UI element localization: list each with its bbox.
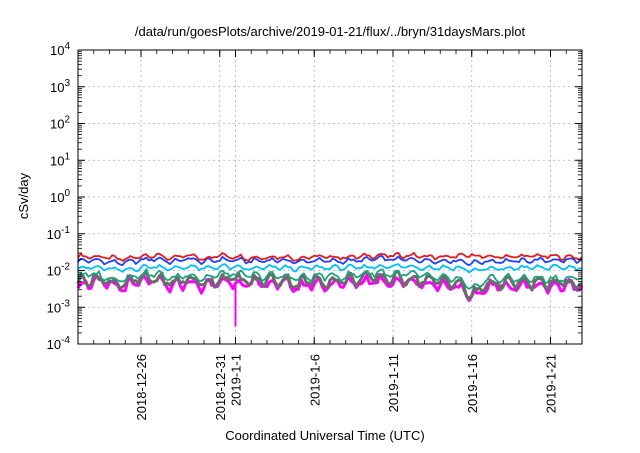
y-tick-label: 103 [50,78,70,95]
series-line [77,263,583,274]
plot-frame [77,49,583,345]
y-tick-exponent: -4 [61,335,70,346]
series-line [77,268,583,290]
y-tick-label: 100 [50,188,70,205]
series-layer [76,251,584,327]
y-tick-base: 10 [47,300,61,315]
x-axis-label: Coordinated Universal Time (UTC) [225,428,424,443]
x-tick-label: 2018-12-31 [213,354,228,421]
y-tick-exponent: -1 [61,225,70,236]
y-tick-exponent: 0 [64,188,70,199]
y-tick-label: 10-3 [47,298,71,315]
y-tick-base: 10 [50,153,64,168]
y-tick-base: 10 [50,190,64,205]
y-tick-base: 10 [47,337,61,352]
x-tick-label: 2019-1-21 [544,354,559,413]
y-tick-base: 10 [50,80,64,95]
y-tick-exponent: -2 [61,262,70,273]
y-tick-exponent: 1 [64,151,70,162]
y-tick-exponent: 4 [64,41,70,52]
y-tick-label: 102 [50,115,70,132]
y-tick-label: 101 [50,151,70,168]
axes-layer [77,49,583,345]
series-line [77,251,583,262]
grid-layer [78,50,582,344]
y-tick-base: 10 [47,227,61,242]
y-tick-exponent: 3 [64,78,70,89]
y-tick-label: 10-4 [47,335,71,352]
y-tick-exponent: 2 [64,115,70,126]
x-tick-labels: 2018-12-26 2018-12-31 2019-1-1 2019-1-6 2019… [134,354,559,421]
y-tick-base: 10 [50,43,64,58]
chart-title: /data/run/goesPlots/archive/2019-01-21/f… [135,24,526,39]
y-tick-label: 104 [50,41,70,58]
series-line [77,255,583,267]
x-tick-label: 2019-1-11 [386,354,401,412]
y-tick-base: 10 [47,264,61,279]
y-tick-label: 10-1 [47,225,71,242]
x-tick-label: 2019-1-1 [229,354,244,406]
y-tick-base: 10 [50,117,64,132]
y-tick-label: 10-2 [47,262,71,279]
x-tick-label: 2018-12-26 [134,354,149,421]
x-tick-label: 2019-1-6 [307,354,322,406]
x-tick-label: 2019-1-16 [465,354,480,413]
y-tick-exponent: -3 [61,298,70,309]
y-axis-label: cSv/day [16,172,31,219]
